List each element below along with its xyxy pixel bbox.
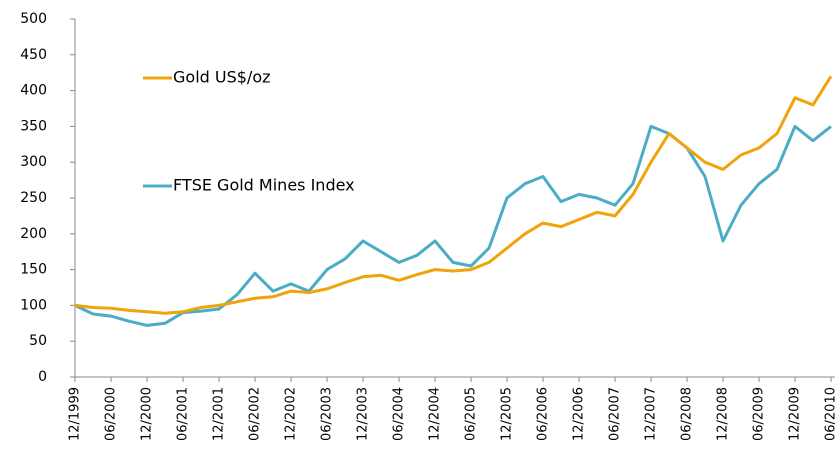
y-tick-label: 0 — [38, 369, 47, 385]
x-tick-label: 12/2005 — [500, 387, 515, 441]
x-tick-label: 12/2009 — [788, 387, 803, 441]
x-tick-label: 06/2007 — [608, 387, 623, 441]
x-tick-label: 06/2004 — [392, 387, 407, 441]
x-tick-label: 06/2000 — [104, 387, 119, 441]
y-tick-label: 200 — [20, 226, 47, 242]
x-tick-label: 06/2009 — [752, 387, 767, 441]
x-tick-label: 12/2001 — [212, 387, 227, 441]
x-tick-label: 06/2001 — [176, 387, 191, 441]
y-tick-label: 150 — [20, 262, 47, 278]
x-tick-label: 12/2003 — [356, 387, 371, 441]
x-tick-label: 12/2007 — [644, 387, 659, 441]
y-tick-label: 300 — [20, 154, 47, 170]
x-tick-label: 12/1999 — [68, 387, 83, 441]
x-tick-label: 12/2000 — [140, 387, 155, 441]
y-tick-label: 50 — [29, 333, 47, 349]
x-tick-label: 12/2002 — [284, 387, 299, 441]
y-tick-label: 400 — [20, 83, 47, 99]
series-line — [74, 124, 832, 327]
x-tick-label: 06/2002 — [248, 387, 263, 441]
x-tick-label: 06/2005 — [464, 387, 479, 441]
y-tick-label: 100 — [20, 297, 47, 313]
x-tick-label: 06/2003 — [320, 387, 335, 441]
y-tick-label: 250 — [20, 190, 47, 206]
legend-label: Gold US$/oz — [173, 68, 271, 87]
y-tick-label: 350 — [20, 118, 47, 134]
y-tick-label: 500 — [20, 11, 47, 27]
x-tick-label: 06/2008 — [680, 387, 695, 441]
series-line — [74, 75, 833, 315]
x-tick-label: 12/2004 — [428, 387, 443, 441]
x-tick-label: 12/2008 — [716, 387, 731, 441]
legend-label: FTSE Gold Mines Index — [173, 176, 355, 195]
y-tick-label: 450 — [20, 47, 47, 63]
x-tick-label: 06/2010 — [824, 387, 835, 441]
x-tick-label: 12/2006 — [572, 387, 587, 441]
x-tick-label: 06/2006 — [536, 387, 551, 441]
